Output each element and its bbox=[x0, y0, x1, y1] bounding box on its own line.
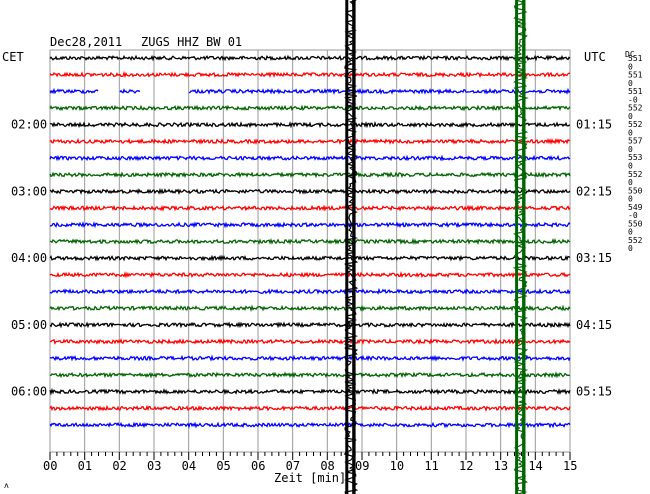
x-tick-label: 08 bbox=[320, 459, 334, 473]
trace-line bbox=[49, 404, 571, 412]
trace-line bbox=[49, 354, 571, 362]
right-timezone-label: UTC bbox=[584, 50, 606, 64]
event-bursts bbox=[343, 0, 529, 494]
grid-lines bbox=[49, 49, 571, 453]
trace-line bbox=[49, 237, 571, 246]
trace-line bbox=[49, 271, 571, 279]
trace-line bbox=[49, 171, 571, 179]
dc-value: 0 bbox=[628, 79, 633, 88]
trace-line bbox=[49, 187, 571, 196]
seismic-traces bbox=[49, 54, 571, 429]
trace-line bbox=[49, 220, 571, 229]
dc-value: 0 bbox=[628, 162, 633, 171]
dc-value: 550 bbox=[628, 219, 643, 228]
dc-value: 0 bbox=[628, 145, 633, 154]
x-tick-label: 06 bbox=[251, 459, 265, 473]
trace-line bbox=[49, 287, 571, 296]
left-time-label: 06:00 bbox=[11, 385, 47, 399]
chart-station: ZUGS HHZ BW 01 bbox=[141, 35, 242, 49]
green-event-wiggle bbox=[512, 0, 529, 494]
dc-value: -0 bbox=[628, 95, 638, 104]
x-tick-label: 09 bbox=[355, 459, 369, 473]
dc-value: 553 bbox=[628, 153, 643, 162]
right-time-label: 05:15 bbox=[576, 385, 612, 399]
x-tick-label: 15 bbox=[563, 459, 577, 473]
right-time-label: 03:15 bbox=[576, 251, 612, 265]
x-tick-label: 00 bbox=[43, 459, 57, 473]
trace-line bbox=[49, 321, 571, 329]
dc-value: 552 bbox=[628, 104, 643, 113]
left-time-labels: 02:00 03:00 04:00 05:00 06:00 bbox=[11, 118, 47, 399]
x-tick-label: 10 bbox=[390, 459, 404, 473]
right-time-label: 01:15 bbox=[576, 118, 612, 132]
dc-value: 0 bbox=[628, 112, 633, 121]
left-time-label: 03:00 bbox=[11, 184, 47, 198]
dc-values: 55105510551-0552055205570553055205500549… bbox=[628, 54, 643, 253]
trace-line bbox=[49, 54, 571, 62]
trace-line bbox=[49, 204, 571, 212]
green-event-bar bbox=[522, 0, 526, 494]
x-tick-label: 12 bbox=[459, 459, 473, 473]
x-axis-label: Zeit [min] bbox=[274, 471, 346, 485]
x-tick-label: 03 bbox=[147, 459, 161, 473]
x-tick-label: 07 bbox=[286, 459, 300, 473]
black-event-wiggle bbox=[343, 0, 359, 494]
trace-line bbox=[49, 137, 571, 145]
left-time-label: 02:00 bbox=[11, 118, 47, 132]
x-tick-label: 04 bbox=[182, 459, 196, 473]
dc-value: 0 bbox=[628, 244, 633, 253]
left-timezone-label: CET bbox=[2, 50, 24, 64]
dc-value: 549 bbox=[628, 203, 643, 212]
x-tick-label: 14 bbox=[528, 459, 542, 473]
trace-line bbox=[49, 70, 570, 79]
trace-line bbox=[49, 121, 571, 129]
left-time-label: 05:00 bbox=[11, 318, 47, 332]
chart-date: Dec28,2011 bbox=[50, 35, 122, 49]
dc-value: 0 bbox=[628, 62, 633, 71]
trace-line bbox=[49, 337, 571, 346]
black-event-bar bbox=[352, 0, 356, 494]
right-time-label: 02:15 bbox=[576, 184, 612, 198]
trace-line bbox=[49, 254, 571, 262]
dc-value: 0 bbox=[628, 228, 633, 237]
trace-line bbox=[49, 87, 571, 96]
x-axis: 00 01 02 03 04 05 06 07 08 09 10 11 12 13 14 15 bbox=[43, 452, 577, 473]
right-time-label: 04:15 bbox=[576, 318, 612, 332]
dc-value: -0 bbox=[628, 211, 638, 220]
trace-line bbox=[49, 371, 571, 379]
dc-value: 557 bbox=[628, 137, 643, 146]
dc-value: 0 bbox=[628, 178, 633, 187]
trace-line bbox=[49, 421, 571, 429]
trace-line bbox=[49, 104, 571, 112]
dc-value: 550 bbox=[628, 186, 643, 195]
x-tick-label: 01 bbox=[78, 459, 92, 473]
trace-line bbox=[49, 304, 571, 312]
dc-value: 551 bbox=[628, 71, 643, 80]
x-tick-label: 13 bbox=[494, 459, 508, 473]
black-event-bar bbox=[345, 0, 349, 494]
trace-line bbox=[49, 387, 571, 396]
trace-line bbox=[49, 154, 571, 162]
x-tick-label: 02 bbox=[112, 459, 126, 473]
left-time-label: 04:00 bbox=[11, 251, 47, 265]
dc-value: 0 bbox=[628, 128, 633, 137]
dc-value: 551 bbox=[628, 54, 643, 63]
dc-value: 552 bbox=[628, 120, 643, 129]
dc-value: 552 bbox=[628, 170, 643, 179]
dc-value: 552 bbox=[628, 236, 643, 245]
plot-frame bbox=[49, 49, 571, 453]
x-tick-label: 11 bbox=[424, 459, 438, 473]
dc-value: 0 bbox=[628, 195, 633, 204]
corner-mark: ʌ bbox=[4, 481, 9, 490]
right-time-labels: 01:15 02:15 03:15 04:15 05:15 bbox=[576, 118, 612, 399]
dc-value: 551 bbox=[628, 87, 643, 96]
x-tick-label: 05 bbox=[216, 459, 230, 473]
dc-header-label: DC bbox=[625, 50, 635, 59]
green-event-bar bbox=[515, 0, 519, 494]
